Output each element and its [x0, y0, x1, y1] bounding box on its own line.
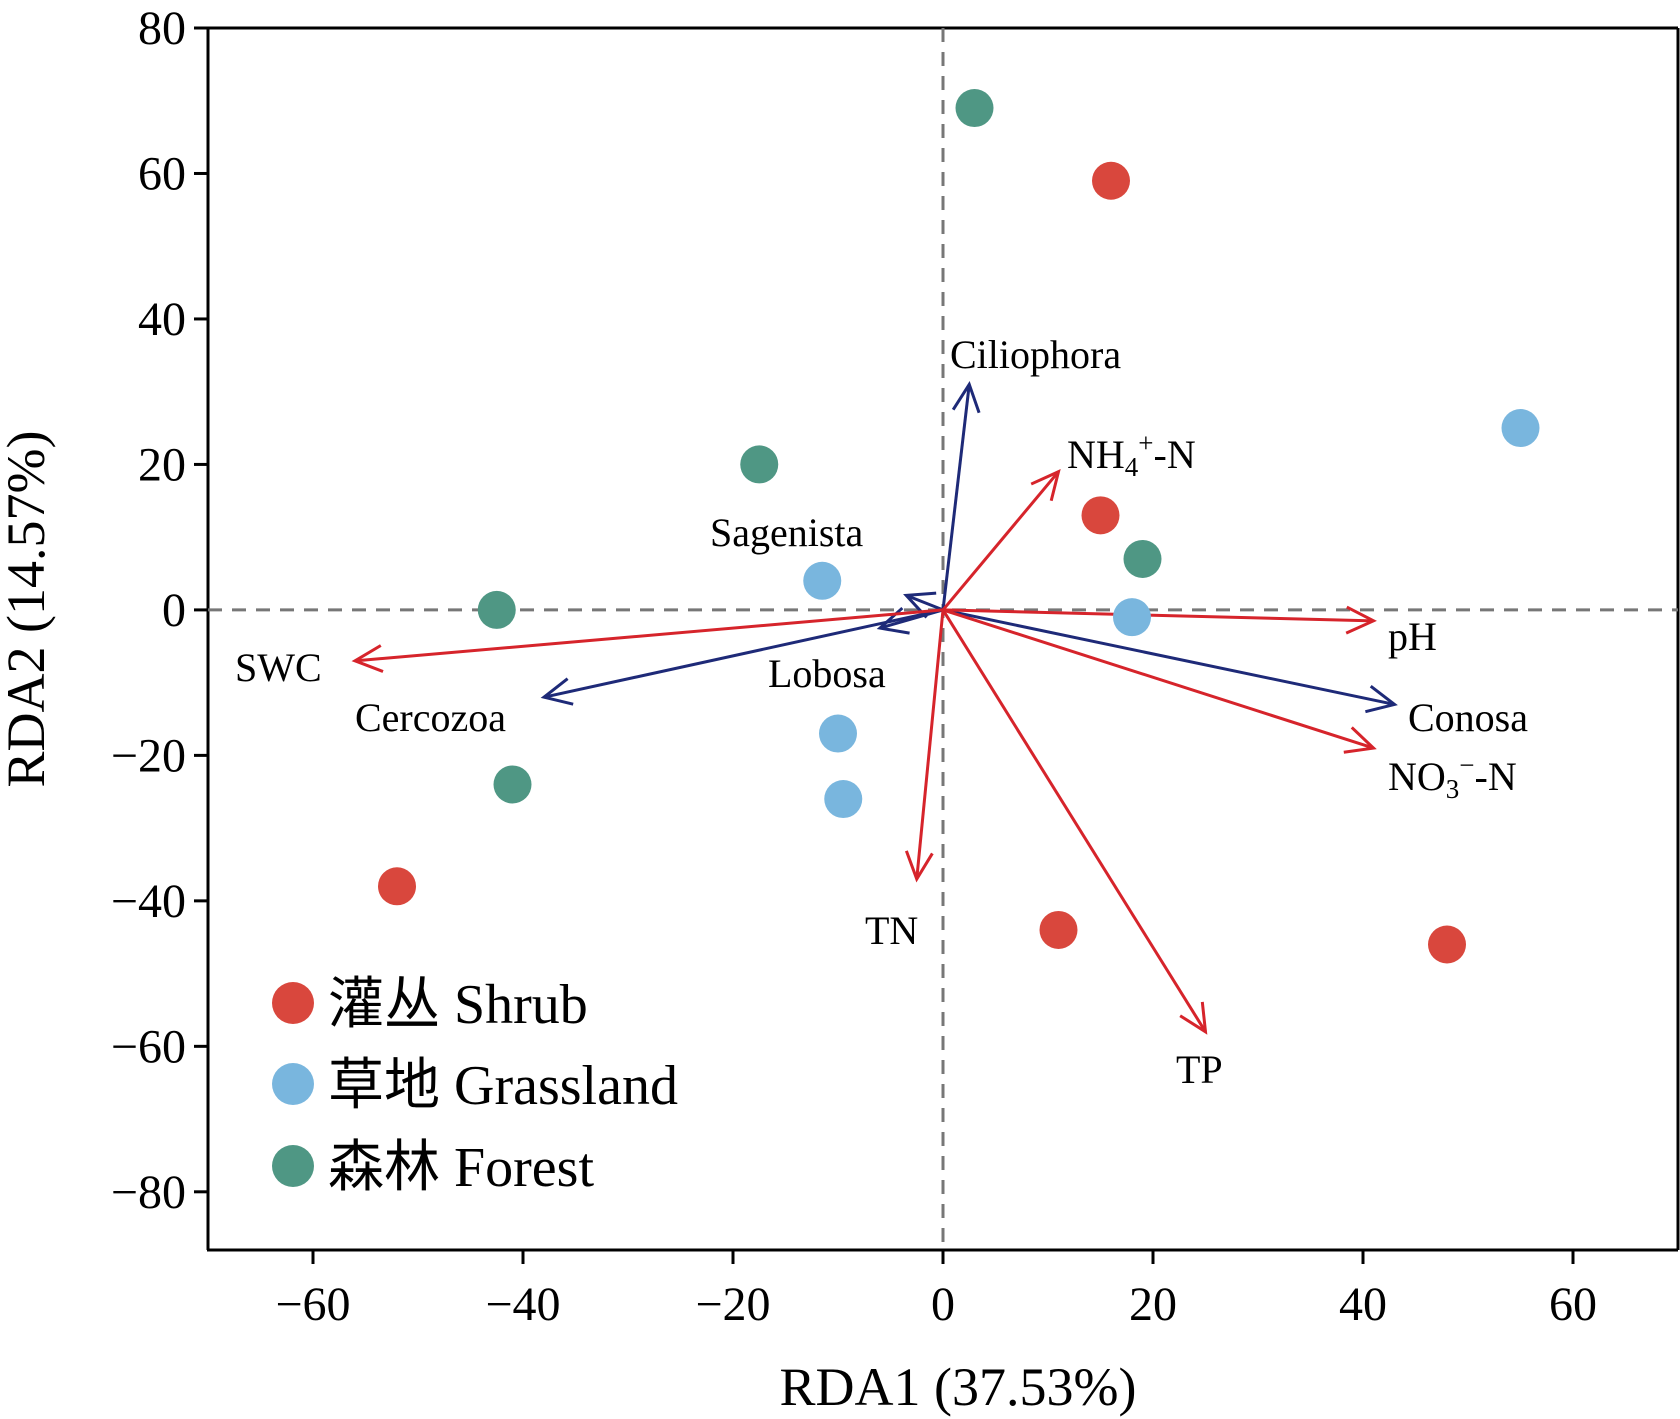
- vector-nh4-n: [941, 469, 1061, 611]
- point-grassland: [819, 714, 857, 753]
- x-tick-label: −20: [695, 1278, 770, 1331]
- y-axis-title: RDA2 (14.57%): [0, 431, 56, 788]
- point-shrub: [1081, 496, 1120, 535]
- y-tick-label: 20: [138, 438, 186, 491]
- x-tick-label: 0: [931, 1278, 955, 1331]
- point-forest: [493, 765, 532, 804]
- vector-shaft: [941, 609, 1207, 1033]
- legend-marker-forest: [272, 1145, 314, 1187]
- vector-arrowhead: [1030, 469, 1061, 502]
- legend-marker-grassland: [272, 1063, 314, 1105]
- x-tick-label: −60: [275, 1278, 350, 1331]
- x-tick-label: 20: [1129, 1278, 1177, 1331]
- vector-label-conosa: Conosa: [1408, 695, 1528, 740]
- vector-arrowhead: [1365, 684, 1398, 714]
- vector-label-sagenista: Sagenista: [710, 510, 864, 555]
- vector-label-tn: TN: [865, 908, 918, 953]
- point-grassland: [1113, 598, 1151, 637]
- vector-ph: [942, 605, 1377, 635]
- vector-label-swc: SWC: [235, 645, 322, 690]
- x-tick-label: −40: [485, 1278, 560, 1331]
- zero-lines: [208, 28, 1678, 1250]
- point-grassland: [824, 780, 863, 819]
- vector-arrowhead: [1343, 726, 1377, 754]
- vector-arrowhead: [1179, 1001, 1208, 1035]
- vector-label-ciliophora: Ciliophora: [950, 332, 1121, 377]
- sample-points: [378, 89, 1540, 964]
- vector-cercozoa: [540, 608, 944, 706]
- vector-tp: [941, 609, 1208, 1035]
- vector-label-no3-n: NO3−-N: [1388, 750, 1517, 804]
- y-tick-label: −20: [111, 729, 186, 782]
- vector-labels: Ciliophora Sagenista Lobosa Cercozoa Conosa S…: [235, 332, 1528, 1092]
- vector-arrowhead: [351, 644, 384, 673]
- legend-label-grassland: 草地 Grassland: [328, 1055, 678, 1117]
- vector-shaft: [543, 608, 944, 699]
- y-tick-label: 60: [138, 147, 186, 200]
- point-forest: [955, 89, 994, 128]
- point-forest: [1123, 539, 1162, 578]
- point-shrub: [1039, 910, 1078, 949]
- point-forest: [477, 590, 516, 629]
- vector-arrowhead: [903, 591, 937, 619]
- y-tick-label: −40: [111, 875, 186, 928]
- point-shrub: [378, 867, 416, 906]
- y-tick-label: −60: [111, 1020, 186, 1073]
- vector-arrowhead: [540, 677, 574, 706]
- point-shrub: [1428, 925, 1466, 964]
- x-tick-label: 60: [1549, 1278, 1597, 1331]
- vector-ciliophora: [941, 380, 981, 611]
- y-tick-label: 40: [138, 293, 186, 346]
- vector-shaft: [941, 470, 1060, 611]
- vector-no3-n: [942, 608, 1377, 754]
- legend-label-forest: 森林 Forest: [328, 1137, 594, 1199]
- vector-label-nh4-n: NH4+-N: [1067, 428, 1196, 482]
- x-tick-label: 40: [1339, 1278, 1387, 1331]
- vector-shaft: [354, 608, 944, 663]
- vector-label-tp: TP: [1176, 1047, 1223, 1092]
- vector-shaft: [942, 608, 1374, 623]
- x-axis-title: RDA1 (37.53%): [780, 1357, 1137, 1417]
- legend-label-shrub: 灌丛 Shrub: [328, 974, 588, 1036]
- y-tick-label: −80: [111, 1166, 186, 1219]
- vector-arrowhead: [951, 380, 981, 414]
- vector-arrowhead: [904, 850, 934, 883]
- vector-label-lobosa: Lobosa: [768, 651, 886, 696]
- vector-label-cercozoa: Cercozoa: [355, 695, 506, 740]
- legend-marker-shrub: [272, 982, 314, 1024]
- x-axis-ticks: −60 −40 −20 0 20 40 60: [275, 1250, 1597, 1331]
- y-tick-label: 80: [138, 2, 186, 55]
- vector-arrows: [351, 380, 1398, 1035]
- vector-swc: [351, 608, 944, 673]
- point-grassland: [803, 561, 842, 600]
- point-forest: [740, 445, 779, 484]
- point-grassland: [1501, 409, 1540, 448]
- vector-shaft: [942, 608, 1374, 750]
- y-tick-label: 0: [162, 584, 186, 637]
- vector-conosa: [942, 608, 1398, 714]
- vector-tn: [904, 609, 945, 883]
- vector-shaft: [942, 608, 1395, 706]
- vector-sagenista: [903, 591, 944, 619]
- vector-label-ph: pH: [1388, 614, 1437, 659]
- vector-arrowhead: [1345, 605, 1377, 635]
- vector-shaft: [941, 384, 971, 611]
- vector-shaft: [905, 593, 944, 612]
- point-shrub: [1092, 161, 1130, 200]
- y-axis-ticks: −80 −60 −40 −20 0 20 40 60 80: [111, 2, 208, 1219]
- legend: 灌丛 Shrub 草地 Grassland 森林 Forest: [272, 974, 678, 1199]
- vector-shaft: [915, 609, 945, 880]
